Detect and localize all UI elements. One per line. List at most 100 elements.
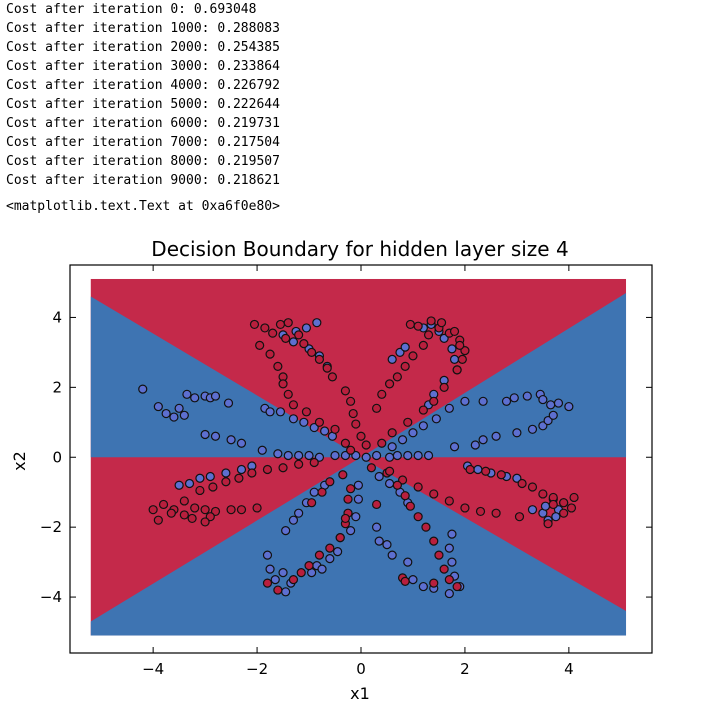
data-point (301, 323, 312, 333)
data-point (294, 459, 304, 469)
data-point (470, 440, 480, 450)
data-point (405, 319, 415, 330)
data-point (566, 503, 577, 513)
data-point (517, 478, 527, 489)
data-point (304, 561, 314, 571)
data-point (275, 319, 286, 330)
data-point (403, 417, 413, 427)
data-point (496, 470, 506, 480)
data-point (252, 503, 262, 513)
training-log: Cost after iteration 0: 0.693048 Cost af… (6, 0, 280, 190)
data-point (221, 477, 231, 487)
data-point (273, 585, 283, 595)
data-point (559, 498, 569, 508)
data-point (400, 361, 410, 371)
data-point (564, 401, 574, 412)
data-point (392, 450, 402, 461)
data-point (179, 410, 189, 420)
data-point (343, 494, 353, 504)
log-line: Cost after iteration 0: 0.693048 (6, 2, 257, 17)
data-point (447, 529, 457, 539)
data-point (397, 435, 408, 445)
data-point (356, 431, 366, 441)
data-point (400, 576, 410, 586)
data-point (236, 438, 247, 448)
data-point (278, 568, 288, 578)
data-point (320, 426, 330, 436)
data-point (309, 457, 319, 468)
data-point (265, 564, 275, 574)
log-line: Cost after iteration 5000: 0.222644 (6, 97, 280, 112)
data-point (522, 391, 532, 401)
data-point (166, 508, 176, 518)
data-point (405, 501, 415, 511)
data-point (377, 438, 387, 448)
data-point (444, 574, 454, 585)
y-tick-label: 4 (52, 308, 62, 326)
data-point (403, 557, 413, 567)
data-point (465, 464, 475, 475)
data-point (153, 515, 163, 525)
data-point (249, 319, 260, 330)
data-point (265, 407, 275, 417)
data-point (540, 501, 551, 511)
data-point (392, 480, 402, 490)
data-point (346, 484, 356, 494)
data-point (288, 574, 299, 585)
region-blue-right (361, 292, 627, 458)
data-point (322, 363, 332, 373)
data-point (413, 321, 423, 331)
data-point (348, 408, 358, 419)
data-point (179, 510, 189, 520)
data-point (421, 522, 431, 532)
data-point (429, 396, 439, 406)
data-point (200, 505, 210, 515)
data-point (361, 452, 371, 462)
data-point (546, 400, 556, 410)
data-point (307, 498, 317, 508)
data-point (408, 428, 418, 438)
data-point (346, 445, 356, 455)
data-point (187, 513, 197, 524)
data-point (366, 463, 376, 473)
data-point (569, 492, 579, 503)
data-point (387, 442, 397, 452)
data-point (491, 431, 501, 441)
data-point (138, 384, 148, 394)
data-point (210, 431, 221, 441)
data-point (351, 419, 361, 429)
data-point (309, 487, 319, 497)
log-line: Cost after iteration 4000: 0.226792 (6, 78, 280, 93)
data-point (429, 536, 439, 546)
data-point (333, 547, 343, 557)
data-point (426, 316, 436, 326)
data-point (195, 473, 205, 483)
data-point (553, 398, 564, 408)
data-point (325, 554, 335, 564)
x-tick-label: −2 (246, 660, 268, 678)
data-point (346, 396, 356, 406)
data-point (226, 435, 236, 445)
data-point (283, 450, 293, 461)
data-point (312, 318, 322, 328)
data-point (257, 445, 267, 455)
data-point (361, 440, 371, 450)
data-point (273, 361, 283, 371)
data-point (210, 391, 221, 401)
y-axis-label: x2 (10, 451, 29, 471)
data-point (270, 574, 280, 585)
data-point (384, 466, 395, 476)
data-point (234, 473, 244, 483)
data-point (512, 428, 522, 438)
data-point (338, 470, 348, 480)
data-point (335, 533, 345, 543)
data-point (288, 400, 299, 410)
data-point (371, 499, 382, 510)
log-line: Cost after iteration 6000: 0.219731 (6, 116, 280, 131)
data-point (260, 323, 270, 333)
log-line: Cost after iteration 8000: 0.219507 (6, 154, 280, 169)
data-point (559, 508, 569, 518)
log-line: Cost after iteration 3000: 0.233864 (6, 59, 280, 74)
data-point (265, 349, 275, 359)
data-point (307, 347, 317, 357)
